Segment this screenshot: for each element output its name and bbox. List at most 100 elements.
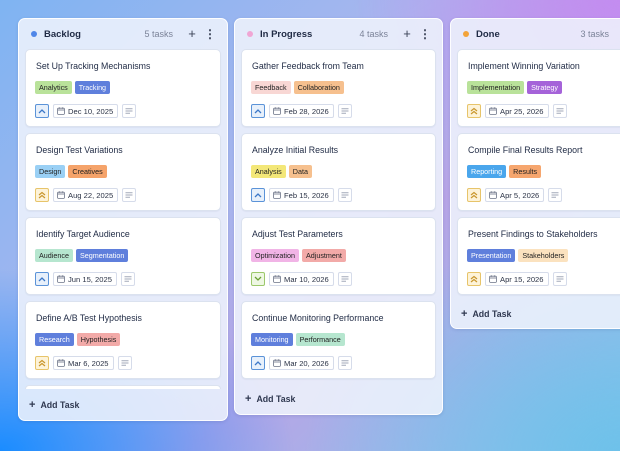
more-options-icon[interactable]: ⋮ bbox=[419, 27, 431, 41]
column-title: In Progress bbox=[260, 28, 313, 40]
tag: Presentation bbox=[467, 249, 516, 262]
tag: Hypothesis bbox=[76, 333, 121, 346]
card-meta: Feb 15, 2026 bbox=[251, 188, 352, 202]
due-date[interactable]: Feb 28, 2026 bbox=[269, 104, 334, 118]
tag: Research bbox=[35, 333, 74, 346]
description-icon[interactable] bbox=[337, 104, 352, 118]
tag: Reporting bbox=[467, 165, 507, 178]
chevron-up-icon[interactable] bbox=[251, 356, 265, 370]
tag-list: Analysis Data bbox=[251, 165, 312, 178]
due-date[interactable]: Apr 25, 2026 bbox=[485, 104, 549, 118]
task-title: Identify Target Audience bbox=[36, 229, 130, 239]
task-count: 3 tasks bbox=[580, 29, 609, 39]
tag: Design bbox=[35, 165, 66, 178]
double-chevron-up-icon[interactable] bbox=[35, 188, 49, 202]
task-card[interactable]: Present Findings to Stakeholders Present… bbox=[457, 217, 620, 295]
column-done: Done 3 tasks Implement Winning Variation… bbox=[450, 18, 620, 329]
task-card[interactable]: Identify Target Audience Audience Segment… bbox=[25, 217, 221, 295]
description-icon[interactable] bbox=[337, 272, 352, 286]
due-date-label: Apr 25, 2026 bbox=[500, 106, 544, 116]
due-date-label: Mar 6, 2025 bbox=[68, 358, 109, 368]
task-card[interactable]: Define A/B Test Hypothesis Research Hypot… bbox=[25, 301, 221, 379]
description-icon[interactable] bbox=[120, 272, 135, 286]
description-icon[interactable] bbox=[122, 104, 137, 118]
tag: Results bbox=[509, 165, 542, 178]
chevron-up-icon[interactable] bbox=[251, 104, 265, 118]
calendar-icon bbox=[273, 107, 281, 115]
add-task-button[interactable]: + Add Task bbox=[29, 399, 79, 411]
task-card[interactable]: Analyze Initial Results Analysis Data Feb… bbox=[241, 133, 436, 211]
column-header: Backlog 5 tasks + ⋮ bbox=[19, 19, 227, 49]
task-card[interactable]: Implement Winning Variation Implementati… bbox=[457, 49, 620, 127]
add-task-button[interactable]: + Add Task bbox=[461, 308, 511, 320]
due-date[interactable]: Apr 15, 2026 bbox=[485, 272, 549, 286]
due-date[interactable]: Mar 20, 2026 bbox=[269, 356, 334, 370]
column-title: Backlog bbox=[44, 28, 81, 40]
task-title: Analyze Initial Results bbox=[252, 145, 339, 155]
add-task-button[interactable]: + Add Task bbox=[245, 393, 295, 405]
tag: Optimization bbox=[251, 249, 299, 262]
task-title: Design Test Variations bbox=[36, 145, 123, 155]
due-date[interactable]: Jun 15, 2025 bbox=[53, 272, 117, 286]
task-title: Continue Monitoring Performance bbox=[252, 313, 384, 323]
chevron-up-icon[interactable] bbox=[35, 272, 49, 286]
double-chevron-up-icon[interactable] bbox=[467, 188, 481, 202]
description-icon[interactable] bbox=[548, 188, 563, 202]
task-card[interactable]: Continue Monitoring Performance Monitori… bbox=[241, 301, 436, 379]
chevron-up-icon[interactable] bbox=[35, 104, 49, 118]
status-dot bbox=[31, 31, 37, 37]
description-icon[interactable] bbox=[117, 356, 132, 370]
task-card[interactable]: Adjust Test Parameters Optimization Adjus… bbox=[241, 217, 436, 295]
due-date[interactable]: Feb 15, 2026 bbox=[269, 188, 334, 202]
add-icon[interactable]: + bbox=[188, 26, 196, 41]
tag: Analytics bbox=[35, 81, 72, 94]
more-options-icon[interactable]: ⋮ bbox=[204, 27, 216, 41]
card-meta: Dec 10, 2025 bbox=[35, 104, 137, 118]
description-icon[interactable] bbox=[122, 188, 137, 202]
tag: Monitoring bbox=[251, 333, 293, 346]
tag: Feedback bbox=[251, 81, 291, 94]
task-title: Implement Winning Variation bbox=[468, 61, 580, 71]
task-count: 5 tasks bbox=[144, 29, 173, 39]
calendar-icon bbox=[57, 359, 65, 367]
due-date[interactable]: Dec 10, 2025 bbox=[53, 104, 119, 118]
tag: Data bbox=[288, 165, 312, 178]
status-dot bbox=[247, 31, 253, 37]
double-chevron-up-icon[interactable] bbox=[35, 356, 49, 370]
calendar-icon bbox=[57, 107, 65, 115]
column-backlog: Backlog 5 tasks + ⋮ Set Up Tracking Mech… bbox=[18, 18, 228, 421]
double-chevron-up-icon[interactable] bbox=[467, 104, 481, 118]
task-title: Compile Final Results Report bbox=[468, 145, 583, 155]
task-card[interactable]: Compile Final Results Report Reporting Re… bbox=[457, 133, 620, 211]
due-date-label: Apr 15, 2026 bbox=[500, 274, 544, 284]
task-title: Set Up Tracking Mechanisms bbox=[36, 61, 151, 71]
tag: Audience bbox=[35, 249, 73, 262]
column-title: Done bbox=[476, 28, 500, 40]
tag-list: Analytics Tracking bbox=[35, 81, 111, 94]
task-card[interactable]: Design Test Variations Design Creatives A… bbox=[25, 133, 221, 211]
due-date-label: Mar 20, 2026 bbox=[284, 358, 329, 368]
double-chevron-up-icon[interactable] bbox=[467, 272, 481, 286]
add-icon[interactable]: + bbox=[403, 26, 411, 41]
chevron-down-icon[interactable] bbox=[251, 272, 265, 286]
plus-icon: + bbox=[245, 393, 252, 405]
due-date[interactable]: Mar 10, 2026 bbox=[269, 272, 334, 286]
description-icon[interactable] bbox=[552, 272, 567, 286]
due-date-label: Aug 22, 2025 bbox=[68, 190, 114, 200]
due-date-label: Jun 15, 2025 bbox=[68, 274, 112, 284]
task-card[interactable]: Gather Feedback from Team Feedback Collab… bbox=[241, 49, 436, 127]
calendar-icon bbox=[57, 275, 65, 283]
description-icon[interactable] bbox=[552, 104, 567, 118]
status-dot bbox=[463, 31, 469, 37]
due-date[interactable]: Aug 22, 2025 bbox=[53, 188, 119, 202]
task-card[interactable]: Set Up Tracking Mechanisms Analytics Trac… bbox=[25, 49, 221, 127]
description-icon[interactable] bbox=[337, 188, 352, 202]
due-date[interactable]: Apr 5, 2026 bbox=[485, 188, 545, 202]
description-icon[interactable] bbox=[337, 356, 352, 370]
due-date[interactable]: Mar 6, 2025 bbox=[53, 356, 114, 370]
tag-list: Reporting Results bbox=[467, 165, 542, 178]
plus-icon: + bbox=[29, 399, 36, 411]
card-meta: Jun 15, 2025 bbox=[35, 272, 135, 286]
chevron-up-icon[interactable] bbox=[251, 188, 265, 202]
